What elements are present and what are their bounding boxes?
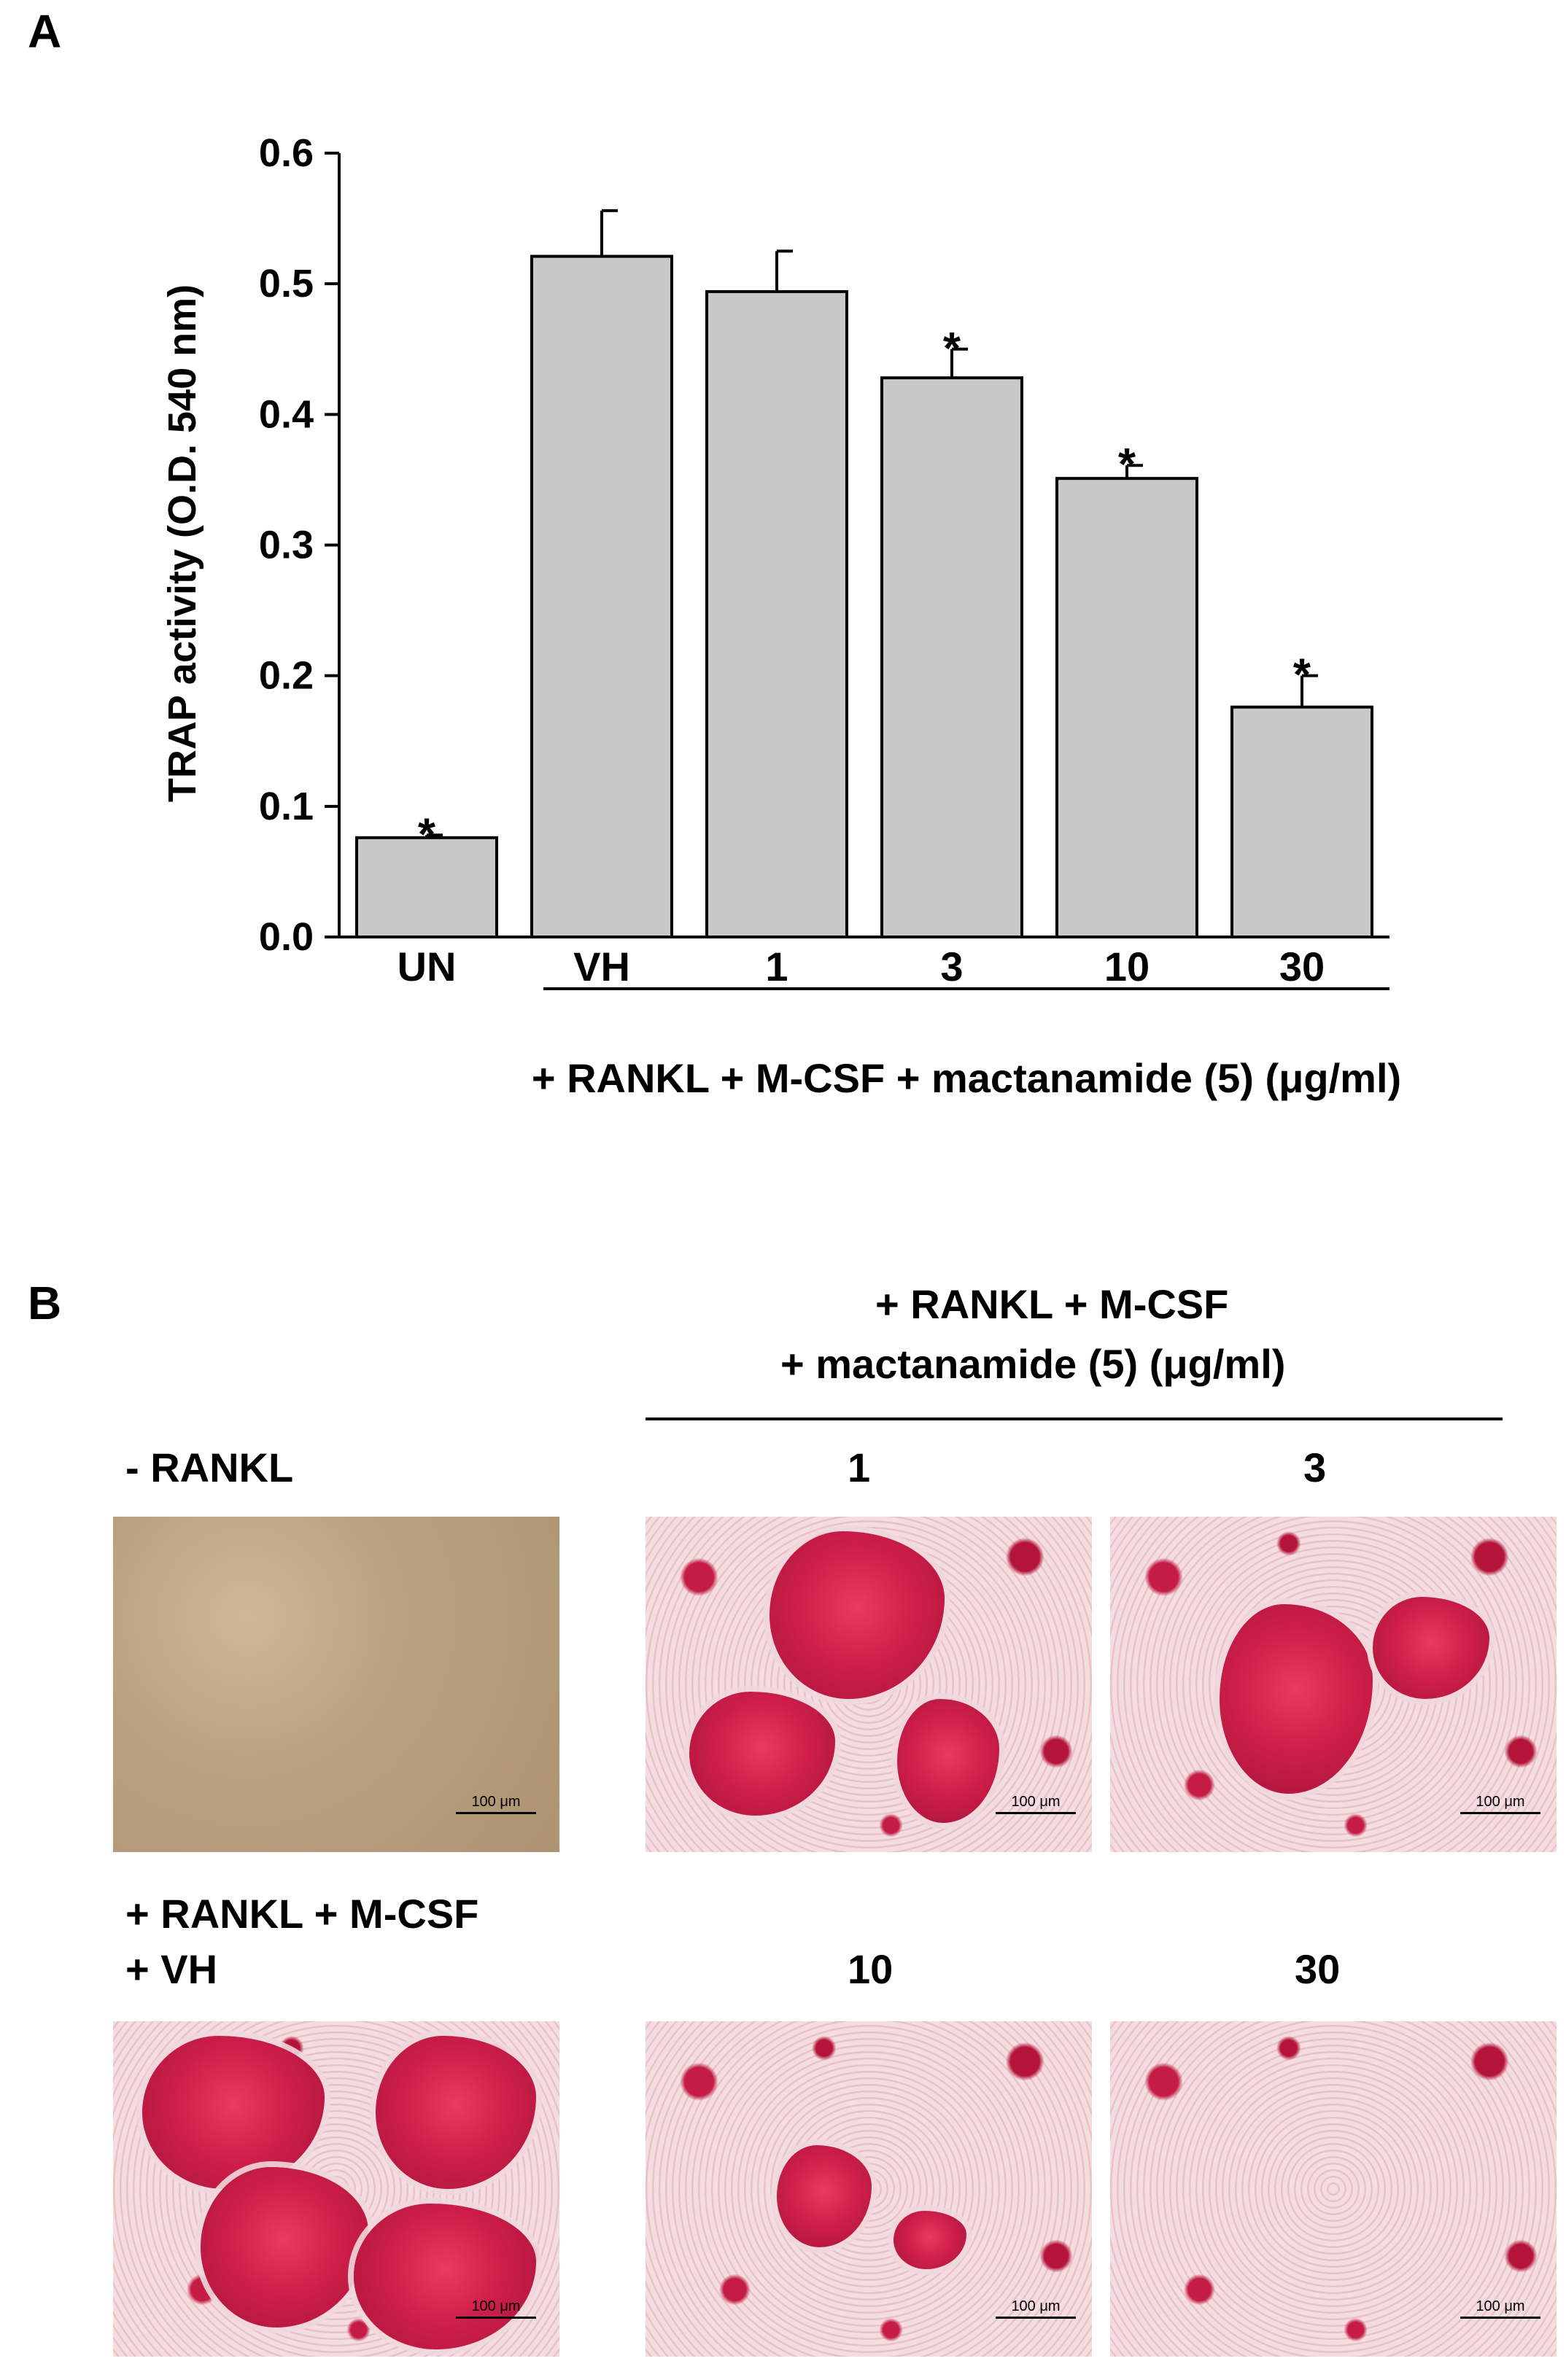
bar-1 [705, 289, 848, 938]
trap-activity-bar-chart: * * * * UN VH 1 3 10 30 0.0 0.1 0.2 0.3 0.4 0.5 0.6 TR… [160, 131, 1401, 1101]
x-tick-label-1: 1 [765, 944, 788, 989]
bar-10 [1055, 477, 1198, 938]
scale-bar-label: 100 μm [471, 2298, 521, 2314]
scale-bar-label: 100 μm [1011, 2298, 1061, 2314]
micrograph-minus-rankl: 100 μm [113, 1517, 559, 1852]
bar-VH [530, 254, 673, 938]
x-tick-label-3: 3 [940, 944, 963, 989]
dose-label-1: 1 [848, 1444, 871, 1490]
y-tick-label: 0.5 [259, 262, 314, 306]
panel-b-header-line1: + RANKL + M-CSF [875, 1281, 1229, 1327]
x-tick-label-10: 10 [1104, 944, 1150, 989]
dose-label-10: 10 [848, 1946, 894, 1992]
dose-label-3: 3 [1303, 1444, 1327, 1490]
significance-star-UN: * [418, 809, 436, 860]
micrograph-dose-10: 100 μm [646, 2021, 1092, 2357]
y-tick-label: 0.3 [259, 524, 314, 567]
y-tick-label: 0.0 [259, 915, 314, 959]
bar-30 [1230, 705, 1373, 939]
chart-significance-markers: * * * * [418, 324, 1311, 860]
bar-UN [355, 836, 498, 939]
panel-b-label: B [28, 1277, 62, 1329]
x-tick-label-30: 30 [1279, 944, 1325, 989]
chart-x-axis-label: + RANKL + M-CSF + mactanamide (5) (μg/ml… [532, 1055, 1401, 1101]
micrograph-vh: 100 μm [113, 2021, 559, 2357]
vh-label-line1: + RANKL + M-CSF [125, 1891, 479, 1937]
significance-star-10: * [1118, 440, 1136, 490]
dose-label-30: 30 [1295, 1946, 1341, 1992]
significance-star-3: * [943, 324, 961, 374]
panel-b-header-line2: + mactanamide (5) (μg/ml) [780, 1341, 1286, 1387]
chart-x-tick-labels: UN VH 1 3 10 30 [398, 944, 1325, 989]
chart-y-axis-label: TRAP activity (O.D. 540 nm) [160, 284, 204, 802]
y-tick-label: 0.1 [259, 785, 314, 828]
y-tick-label: 0.6 [259, 131, 314, 175]
x-tick-label-VH: VH [573, 944, 630, 989]
significance-star-30: * [1293, 650, 1311, 701]
micrograph-dose-3: 100 μm [1110, 1517, 1557, 1852]
bar-3 [880, 376, 1023, 938]
scale-bar-label: 100 μm [1476, 2298, 1525, 2314]
micrograph-dose-1: 100 μm [646, 1517, 1092, 1852]
chart-axes [325, 152, 1389, 938]
x-tick-label-UN: UN [398, 944, 457, 989]
minus-rankl-label: - RANKL [125, 1444, 294, 1490]
vh-label-line2: + VH [125, 1946, 218, 1992]
y-tick-label: 0.4 [259, 392, 314, 436]
micrograph-dose-30: 100 μm [1110, 2021, 1557, 2357]
scale-bar-label: 100 μm [1011, 1794, 1061, 1810]
scale-bar-label: 100 μm [1476, 1794, 1525, 1810]
chart-bars [355, 254, 1373, 939]
y-tick-label: 0.2 [259, 654, 314, 698]
scale-bar-label: 100 μm [471, 1794, 521, 1810]
chart-error-bars [425, 209, 1318, 838]
panel-b-header-line [646, 1418, 1503, 1420]
panel-a-label: A [28, 5, 62, 58]
chart-y-tick-labels: 0.0 0.1 0.2 0.3 0.4 0.5 0.6 [259, 131, 314, 959]
